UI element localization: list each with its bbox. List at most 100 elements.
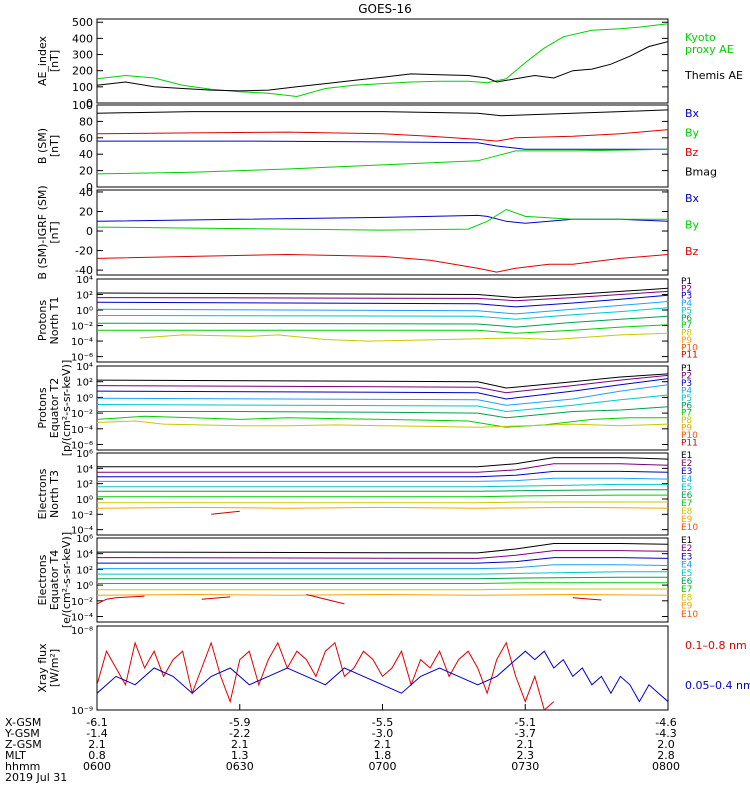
- panel-frame: [96, 18, 669, 104]
- x-row-value: 2.1: [374, 738, 392, 751]
- x-row-value: 2.1: [231, 738, 249, 751]
- y-tick-label: 20: [79, 165, 93, 178]
- y-tick-label: 200: [72, 65, 93, 78]
- x-row-value: -3.7: [515, 727, 536, 740]
- series-line-bz: [97, 253, 668, 273]
- legend-label: 0.1–0.8 nm: [685, 639, 747, 652]
- panel-frame: [96, 452, 669, 536]
- panel-bsm: 0 20 40 60 80 100 B (SM) [nT] Bx By Bz Bmag: [36, 99, 717, 194]
- x-row-value: 2.1: [88, 738, 106, 751]
- y-tick-label: 10⁶: [76, 534, 93, 545]
- y-axis-label: [p/(cm²-s-sr-keV)]: [60, 360, 73, 457]
- legend-label: P2: [681, 284, 692, 294]
- series-line-p4: [97, 384, 668, 406]
- x-row-value: 0600: [83, 760, 111, 773]
- legend-label: E3: [681, 467, 692, 477]
- legend-label: P4: [681, 386, 692, 396]
- y-tick-label: 10²: [76, 291, 93, 302]
- y-tick-label: 10⁰: [76, 393, 93, 404]
- y-axis-label: [nT]: [48, 135, 61, 157]
- x-row-label: X-GSM: [5, 716, 41, 729]
- plot-title: GOES-16: [358, 2, 412, 16]
- legend-label: Bz: [685, 146, 699, 159]
- series-line-e3: [97, 557, 668, 564]
- series-line-e9: [97, 506, 668, 509]
- legend-label: P7: [681, 409, 692, 419]
- series-line-e7: [97, 582, 668, 584]
- y-tick-label: 80: [79, 115, 93, 128]
- x-row-value: -2.2: [229, 727, 250, 740]
- x-row-value: -4.3: [655, 727, 676, 740]
- panel-pn: 10⁻⁶ 10⁻⁴ 10⁻² 10⁰ 10² 10⁴ Protons North T1 P1P2…: [36, 275, 698, 364]
- legend-label: P10: [681, 343, 698, 353]
- y-tick-label: 0: [86, 181, 93, 194]
- x-row-value: -4.6: [655, 716, 676, 729]
- series-line-e3: [97, 470, 668, 478]
- y-tick-label: 10⁰: [76, 495, 93, 506]
- y-axis-label: Xray flux: [36, 643, 49, 693]
- legend-label: P9: [681, 336, 692, 346]
- legend-label: By: [685, 127, 700, 140]
- y-axis-label: Equator T4: [48, 550, 61, 610]
- legend-label: P10: [681, 431, 698, 441]
- x-row-value: 0700: [369, 760, 397, 773]
- legend-label: P1: [681, 277, 692, 287]
- panel-bigrf: -40 -20 0 20 40 B (SM)-IGRF (SM) [nT] Bx By Bz: [36, 185, 700, 279]
- series-line-e5: [97, 483, 668, 488]
- panel-frame: [96, 537, 669, 623]
- date-label: 2019 Jul 31: [5, 771, 67, 784]
- y-axis-label: [nT]: [48, 221, 61, 243]
- series-line-e8: [97, 501, 668, 504]
- legend-label: 0.05–0.4 nm: [685, 679, 750, 692]
- legend-label: E2: [681, 544, 692, 554]
- series-line-e10d: [572, 597, 602, 601]
- legend-label: Themis AE: [684, 69, 743, 82]
- legend-label: P8: [681, 416, 692, 426]
- series-line-e6: [97, 576, 668, 580]
- series-line-bmag: [97, 109, 668, 117]
- x-row-value: 2.8: [657, 749, 675, 762]
- series-line-e2: [97, 463, 668, 473]
- y-tick-label: 100: [72, 99, 93, 112]
- series-line-e10b: [201, 596, 231, 600]
- series-line-0-1-0-8-nm: [97, 641, 555, 710]
- y-tick-label: 10⁻⁶: [71, 353, 93, 364]
- y-tick-label: 300: [72, 49, 93, 62]
- series-line-kyoto-proxy-ae: [97, 23, 668, 98]
- series-line-p8: [139, 332, 668, 342]
- series-line-by: [97, 208, 668, 231]
- series-line-bz: [97, 129, 668, 142]
- series-line-e2: [97, 550, 668, 559]
- series-line-e4: [97, 477, 668, 482]
- legend-label: E6: [681, 577, 693, 587]
- series-line-p5: [97, 307, 668, 320]
- legend-label: Bx: [685, 192, 700, 205]
- panel-frame: [96, 278, 669, 363]
- y-tick-label: 500: [72, 16, 93, 29]
- x-row-value: 1.8: [374, 749, 392, 762]
- legend-label: E5: [681, 483, 692, 493]
- legend-label: E5: [681, 569, 692, 579]
- series-line-e5: [97, 571, 668, 575]
- x-row-value: 0730: [511, 760, 539, 773]
- x-row-label: Z-GSM: [5, 738, 42, 751]
- panel-frame: [96, 189, 669, 276]
- panel-frame: [96, 365, 669, 451]
- x-row-value: 2.0: [657, 738, 675, 751]
- legend-label: E2: [681, 459, 692, 469]
- y-axis-label: North T1: [48, 297, 61, 345]
- y-tick-label: 10⁻⁹: [71, 706, 93, 717]
- x-row-label: Y-GSM: [4, 727, 40, 740]
- series-line-e4: [97, 564, 668, 570]
- x-row-value: 2.3: [517, 749, 535, 762]
- x-row-value: 2.1: [517, 738, 535, 751]
- x-row-value: 0.8: [88, 749, 106, 762]
- x-row-value: -1.4: [86, 727, 107, 740]
- legend-label: Bx: [685, 107, 700, 120]
- y-tick-label: 0: [86, 97, 93, 110]
- series-line-0-05-0-4-nm: [97, 650, 668, 703]
- legend-label: P6: [681, 401, 692, 411]
- legend-label: E4: [681, 561, 693, 571]
- y-axis-label: [W/m²]: [48, 649, 61, 687]
